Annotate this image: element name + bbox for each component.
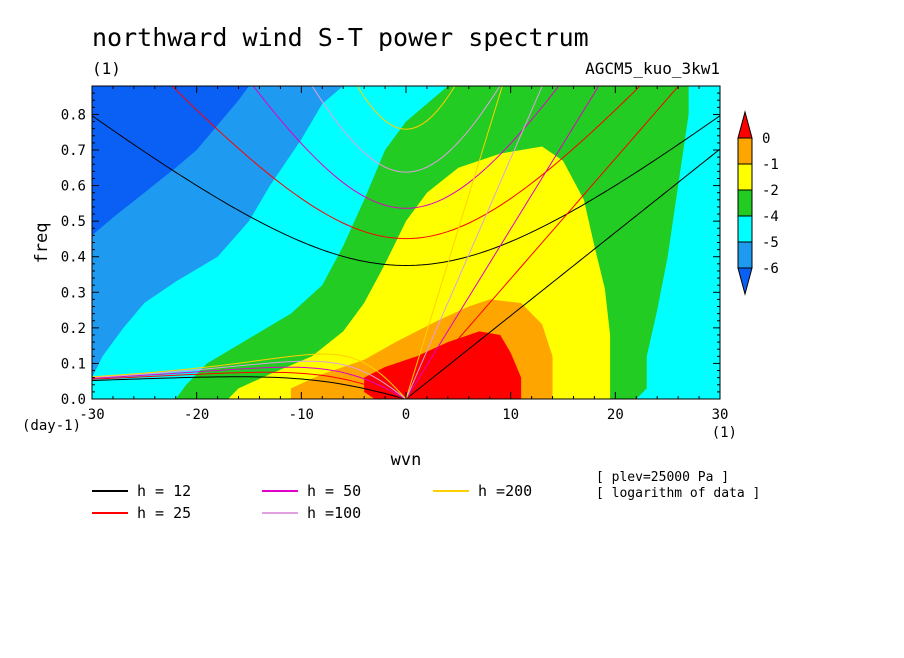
- contour-fills: [92, 86, 720, 399]
- x-tick-label: -30: [79, 407, 104, 423]
- colorbar-swatch: [737, 241, 753, 269]
- legend-label: h =200: [478, 482, 532, 500]
- dispersion-curves: [92, 86, 720, 399]
- colorbar-swatch: [737, 137, 753, 165]
- x-tick-label: -20: [184, 407, 209, 423]
- kelvin-curve-h25: [405, 86, 680, 399]
- rossby-curve-h50: [92, 366, 407, 399]
- gravity-curve-h50: [252, 86, 560, 209]
- y-axis-label: freq: [32, 223, 52, 264]
- kelvin-curve-h200: [405, 86, 503, 399]
- colorbar-swatch: [737, 215, 753, 243]
- legend-label: h = 12: [137, 482, 191, 500]
- x-axis-unit: (1): [712, 425, 737, 441]
- colorbar-label: -6: [762, 261, 779, 277]
- gravity-curve-h100: [311, 86, 501, 173]
- colorbar: 0 -1 -2 -4 -5 -6: [737, 110, 779, 296]
- x-tick-label: 20: [607, 407, 624, 423]
- y-tick-label: 0.7: [61, 143, 86, 159]
- colorbar-label: -5: [762, 235, 779, 251]
- colorbar-bottom-arrow: [737, 267, 753, 296]
- colorbar-swatch: [737, 189, 753, 217]
- axis-ticks: -30 -20 -10 0 10 20 30 0.0 0.1 0.2 0.3 0.4 0.5 0.6 0.7…: [61, 86, 729, 423]
- kelvin-curve-h12: [405, 148, 720, 399]
- legend-label: h =100: [307, 504, 361, 522]
- colorbar-label: -1: [762, 157, 779, 173]
- colorbar-swatch: [737, 163, 753, 191]
- y-tick-label: 0.8: [61, 107, 86, 123]
- y-tick-label: 0.2: [61, 321, 86, 337]
- kelvin-curve-h100: [405, 86, 543, 399]
- x-tick-label: 10: [502, 407, 519, 423]
- rossby-curve-h25: [92, 371, 407, 399]
- gravity-curve-h200: [356, 86, 456, 130]
- note-logarithm: [ logarithm of data ]: [596, 486, 760, 501]
- chart-title: northward wind S-T power spectrum: [92, 23, 589, 52]
- colorbar-label: -2: [762, 183, 779, 199]
- gravity-curve-h12: [92, 115, 720, 266]
- x-tick-label: -10: [289, 407, 314, 423]
- colorbar-label: -4: [762, 209, 779, 225]
- rossby-curve-h100: [92, 360, 407, 399]
- gravity-curve-h25: [171, 86, 641, 240]
- y-tick-label: 0.6: [61, 179, 86, 195]
- rossby-curve-h200: [92, 353, 407, 399]
- x-axis-label: wvn: [391, 450, 422, 470]
- chart-subtitle-left: (1): [92, 59, 121, 78]
- chart-subtitle-right: AGCM5_kuo_3kw1: [585, 59, 720, 78]
- kelvin-curve-h50: [405, 86, 600, 399]
- legend: h = 12 h = 25 h = 50 h =100 h =200: [92, 482, 532, 522]
- legend-label: h = 25: [137, 504, 191, 522]
- y-tick-label: 0.0: [61, 392, 86, 408]
- y-tick-label: 0.1: [61, 356, 86, 372]
- x-tick-label: 0: [402, 407, 410, 423]
- y-tick-label: 0.4: [61, 250, 86, 266]
- colorbar-label: 0: [762, 131, 770, 147]
- y-tick-label: 0.3: [61, 285, 86, 301]
- rossby-curve-h12: [92, 376, 407, 399]
- y-tick-label: 0.5: [61, 214, 86, 230]
- y-axis-unit: (day-1): [22, 418, 81, 434]
- note-plev: [ plev=25000 Pa ]: [596, 470, 729, 485]
- legend-label: h = 50: [307, 482, 361, 500]
- colorbar-top-arrow: [737, 110, 753, 139]
- x-tick-label: 30: [712, 407, 729, 423]
- contour-fill-1: [364, 331, 522, 399]
- plot-area: [92, 86, 720, 399]
